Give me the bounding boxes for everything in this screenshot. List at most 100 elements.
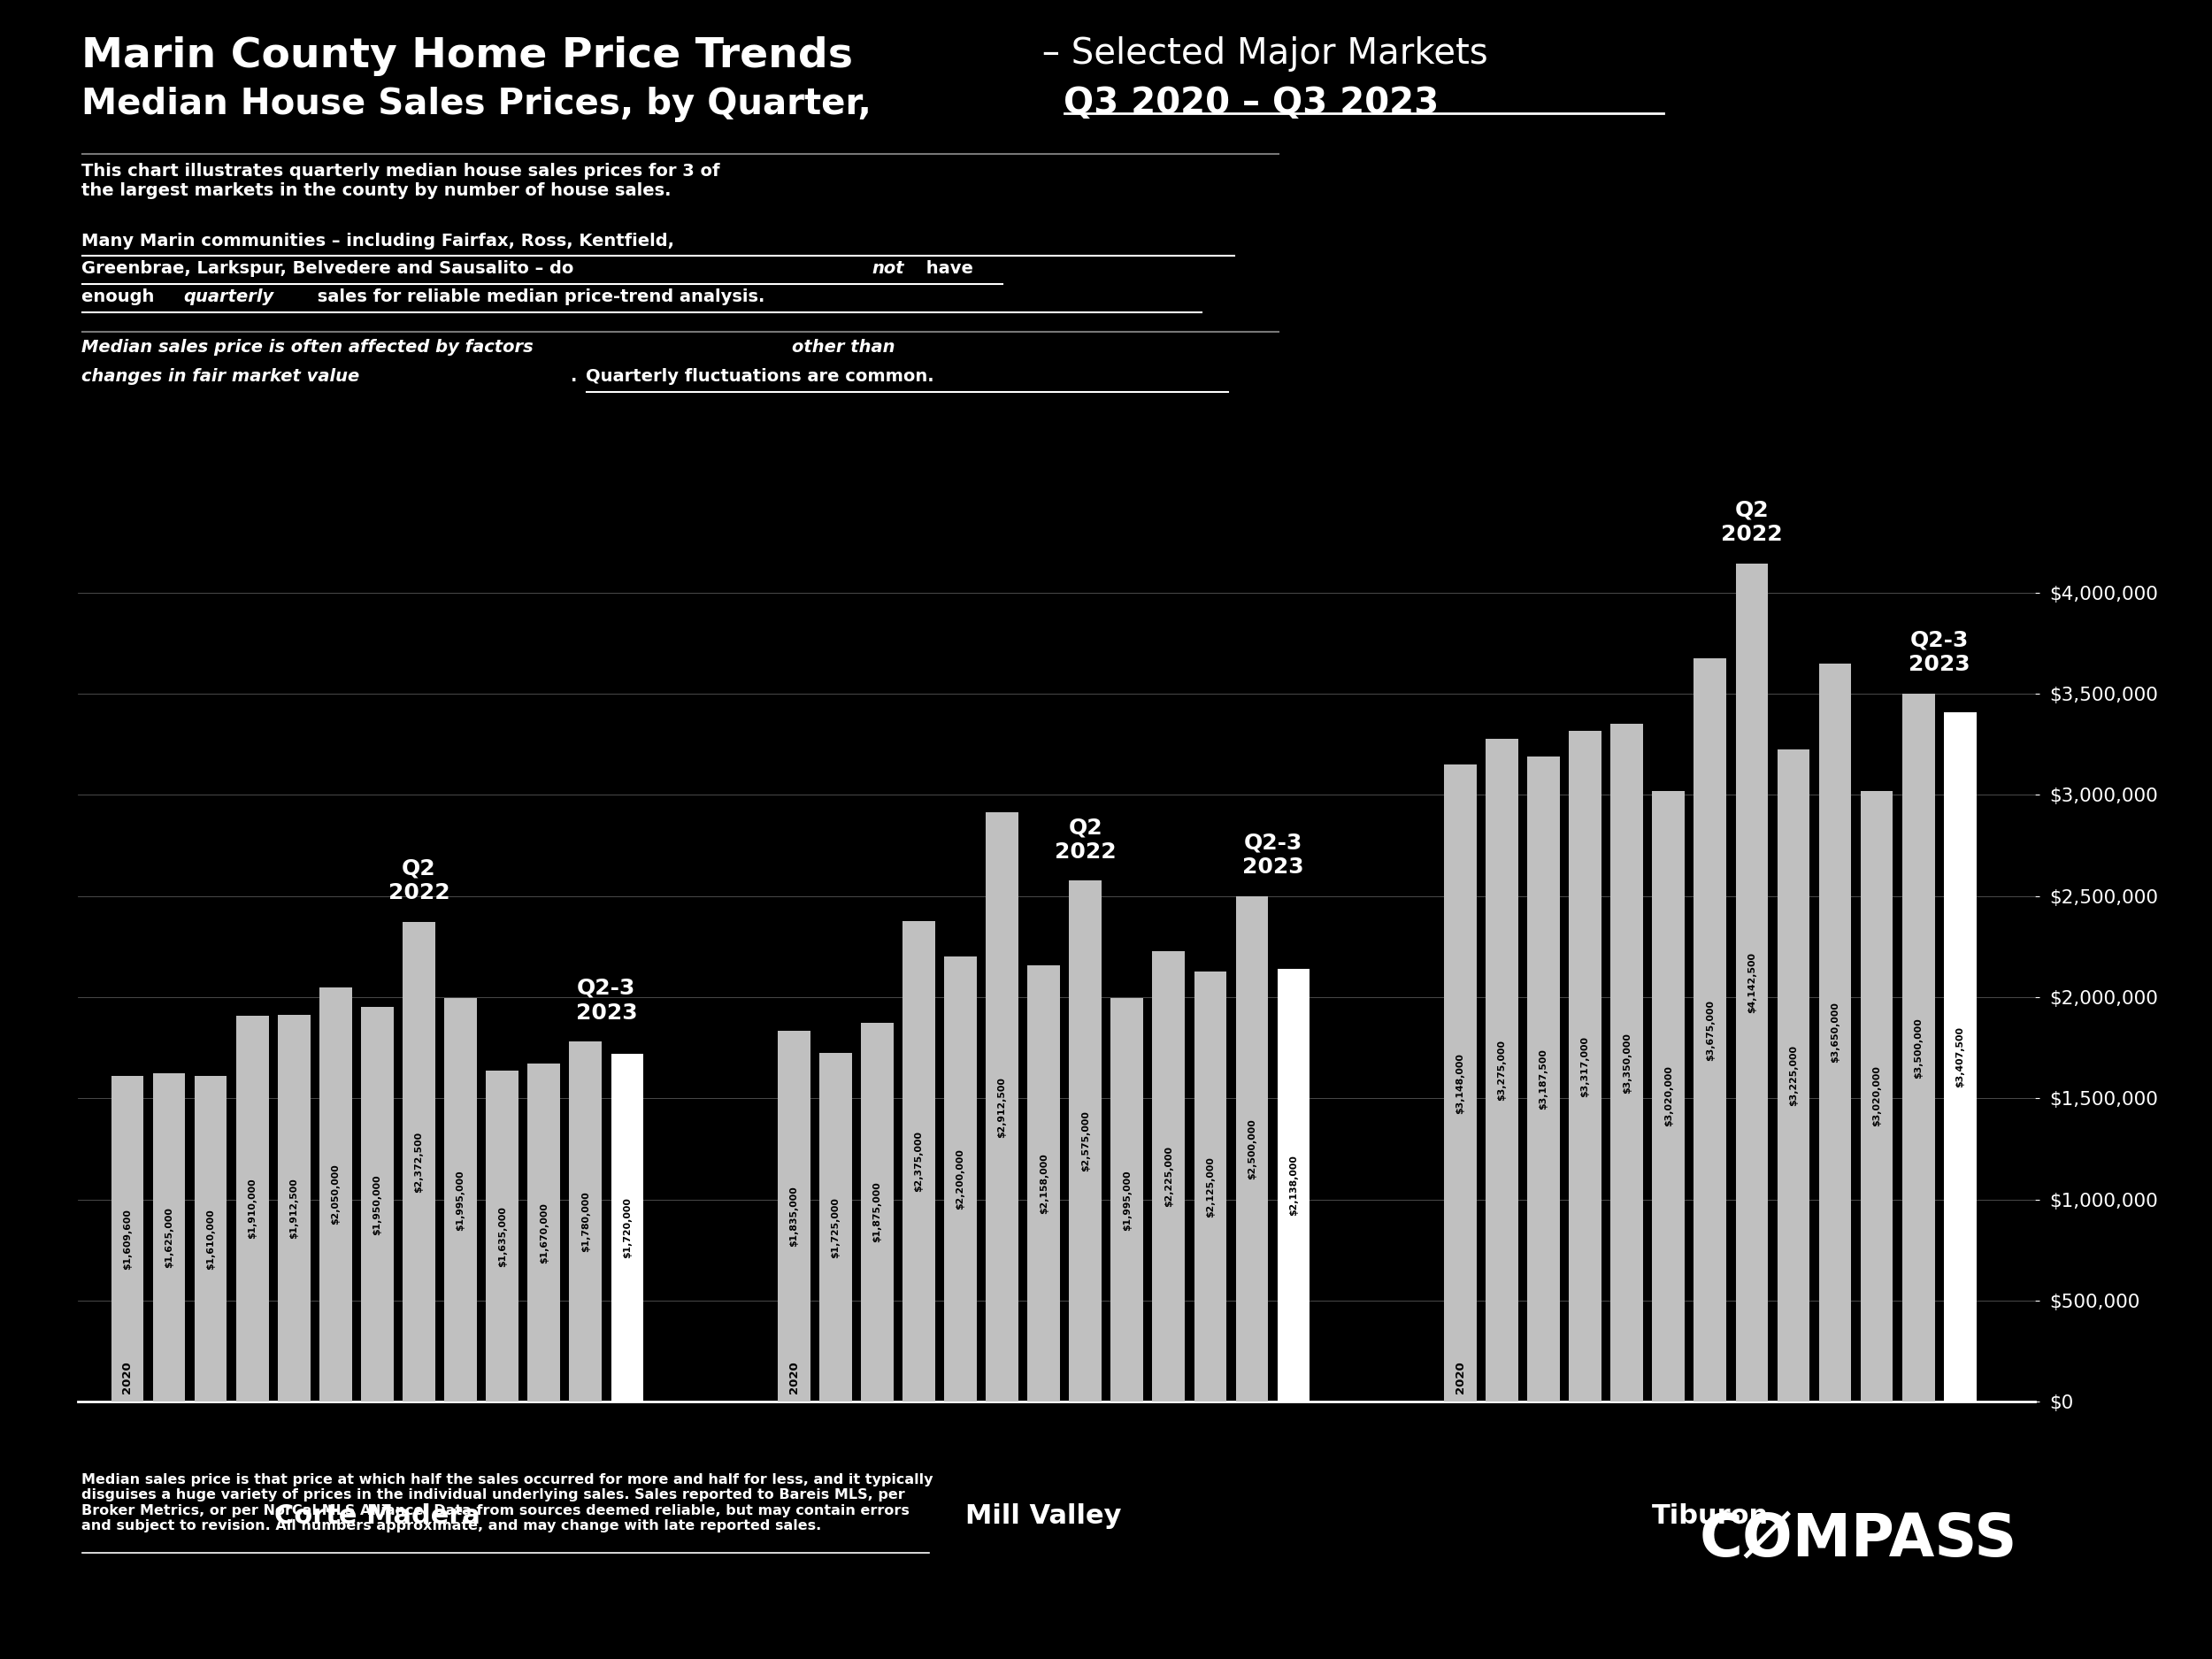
Bar	[1526, 757, 1559, 1402]
Bar	[1776, 750, 1809, 1402]
Text: changes in fair market value: changes in fair market value	[82, 368, 361, 385]
Text: $2,138,000: $2,138,000	[1290, 1155, 1298, 1216]
Text: have: have	[920, 260, 973, 277]
Text: $3,407,500: $3,407,500	[1955, 1027, 1964, 1088]
Text: $3,500,000: $3,500,000	[1913, 1017, 1922, 1078]
Text: – Selected Major Markets: – Selected Major Markets	[1031, 36, 1489, 71]
Text: Q2-3
2023: Q2-3 2023	[1241, 831, 1303, 878]
Text: $3,650,000: $3,650,000	[1832, 1002, 1840, 1063]
Bar	[1652, 791, 1686, 1402]
Text: $3,148,000: $3,148,000	[1455, 1053, 1464, 1113]
Text: $1,780,000: $1,780,000	[582, 1191, 591, 1253]
Text: $2,375,000: $2,375,000	[914, 1131, 922, 1193]
Text: $3,675,000: $3,675,000	[1705, 999, 1714, 1060]
Bar	[987, 813, 1018, 1402]
Bar	[487, 1072, 518, 1402]
Bar	[529, 1063, 560, 1402]
Text: sales for reliable median price-trend analysis.: sales for reliable median price-trend an…	[312, 289, 765, 305]
Text: Q2-3
2023: Q2-3 2023	[575, 977, 637, 1024]
Bar	[195, 1077, 228, 1402]
Text: $2,912,500: $2,912,500	[998, 1077, 1006, 1138]
Text: enough: enough	[82, 289, 161, 305]
Text: Q2
2022: Q2 2022	[1721, 499, 1783, 546]
Text: $1,720,000: $1,720,000	[624, 1198, 633, 1258]
Text: Many Marin communities – including Fairfax, Ross, Kentfield,: Many Marin communities – including Fairf…	[82, 232, 675, 249]
Bar	[403, 922, 436, 1402]
Text: Median sales price is that price at which half the sales occurred for more and h: Median sales price is that price at whic…	[82, 1473, 933, 1533]
Text: $1,875,000: $1,875,000	[874, 1181, 883, 1243]
Bar	[1486, 740, 1517, 1402]
Text: $2,050,000: $2,050,000	[332, 1165, 341, 1224]
Text: $1,835,000: $1,835,000	[790, 1186, 799, 1246]
Text: Median sales price is often affected by factors: Median sales price is often affected by …	[82, 338, 540, 355]
Text: $2,500,000: $2,500,000	[1248, 1118, 1256, 1180]
Bar	[1568, 730, 1601, 1402]
Text: $2,372,500: $2,372,500	[414, 1131, 422, 1193]
Text: $3,020,000: $3,020,000	[1663, 1065, 1672, 1126]
Text: not: not	[872, 260, 905, 277]
Text: $3,275,000: $3,275,000	[1498, 1040, 1506, 1102]
Bar	[568, 1042, 602, 1402]
Text: Tiburon: Tiburon	[1652, 1503, 1770, 1528]
Bar	[1610, 723, 1644, 1402]
Text: $1,910,000: $1,910,000	[248, 1178, 257, 1239]
Bar	[611, 1053, 644, 1402]
Text: Greenbrae, Larkspur, Belvedere and Sausalito – do: Greenbrae, Larkspur, Belvedere and Sausa…	[82, 260, 580, 277]
Bar	[1276, 969, 1310, 1402]
Text: Corte Madera: Corte Madera	[274, 1503, 480, 1528]
Text: other than: other than	[792, 338, 896, 355]
Bar	[1110, 999, 1144, 1402]
Bar	[779, 1030, 810, 1402]
Text: Quarterly fluctuations are common.: Quarterly fluctuations are common.	[586, 368, 933, 385]
Text: $1,950,000: $1,950,000	[374, 1175, 383, 1234]
Text: $3,317,000: $3,317,000	[1582, 1035, 1590, 1097]
Bar	[1736, 564, 1767, 1402]
Text: $1,625,000: $1,625,000	[164, 1208, 173, 1267]
Text: $2,125,000: $2,125,000	[1206, 1156, 1214, 1218]
Text: $2,158,000: $2,158,000	[1040, 1153, 1048, 1214]
Text: This chart illustrates quarterly median house sales prices for 3 of
the largest : This chart illustrates quarterly median …	[82, 163, 721, 199]
Text: $1,635,000: $1,635,000	[498, 1206, 507, 1267]
Text: Mill Valley: Mill Valley	[967, 1503, 1121, 1528]
Bar	[1818, 664, 1851, 1402]
Text: $3,187,500: $3,187,500	[1540, 1048, 1548, 1110]
Bar	[1194, 972, 1228, 1402]
Text: $1,609,600: $1,609,600	[124, 1208, 133, 1269]
Text: CØMPASS: CØMPASS	[1699, 1510, 2017, 1569]
Text: $2,225,000: $2,225,000	[1164, 1146, 1172, 1208]
Text: $1,725,000: $1,725,000	[832, 1196, 841, 1258]
Bar	[818, 1053, 852, 1402]
Bar	[1944, 712, 1975, 1402]
Bar	[1152, 952, 1186, 1402]
Bar	[319, 987, 352, 1402]
Bar	[860, 1022, 894, 1402]
Bar	[1237, 896, 1267, 1402]
Text: $1,995,000: $1,995,000	[456, 1170, 465, 1231]
Text: $1,610,000: $1,610,000	[206, 1208, 215, 1269]
Bar	[111, 1077, 144, 1402]
Text: $3,020,000: $3,020,000	[1871, 1065, 1880, 1126]
Bar	[1029, 966, 1060, 1402]
Text: $3,225,000: $3,225,000	[1790, 1045, 1798, 1107]
Bar	[1444, 765, 1475, 1402]
Text: $1,670,000: $1,670,000	[540, 1203, 549, 1264]
Bar	[1068, 881, 1102, 1402]
Text: Q2-3
2023: Q2-3 2023	[1909, 629, 1971, 675]
Text: Q3 2020 – Q3 2023: Q3 2020 – Q3 2023	[1064, 86, 1440, 121]
Text: Median House Sales Prices, by Quarter,: Median House Sales Prices, by Quarter,	[82, 86, 885, 121]
Text: $1,912,500: $1,912,500	[290, 1178, 299, 1239]
Text: $2,200,000: $2,200,000	[956, 1148, 964, 1209]
Text: Q2
2022: Q2 2022	[387, 858, 449, 904]
Bar	[237, 1015, 268, 1402]
Bar	[1902, 693, 1936, 1402]
Text: 2020: 2020	[122, 1362, 133, 1394]
Text: $1,995,000: $1,995,000	[1124, 1170, 1133, 1231]
Text: 2020: 2020	[1455, 1362, 1467, 1394]
Text: 2020: 2020	[787, 1362, 799, 1394]
Bar	[279, 1015, 310, 1402]
Bar	[945, 957, 978, 1402]
Text: $4,142,500: $4,142,500	[1747, 952, 1756, 1014]
Bar	[445, 999, 478, 1402]
Text: quarterly: quarterly	[184, 289, 274, 305]
Text: $3,350,000: $3,350,000	[1621, 1032, 1630, 1093]
